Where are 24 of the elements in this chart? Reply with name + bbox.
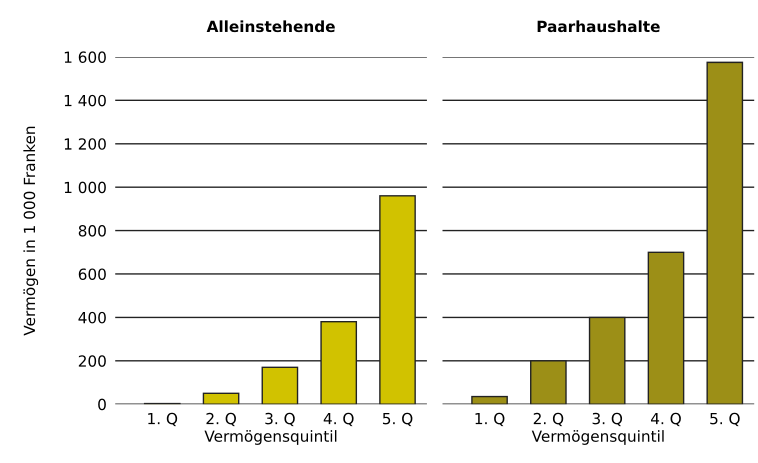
y-tick-label: 0 xyxy=(98,398,106,410)
x-tick-label: 4. Q xyxy=(324,412,354,426)
y-tick-label: 400 xyxy=(78,312,106,324)
x-tick-label: 5. Q xyxy=(710,412,740,426)
y-tick-label: 200 xyxy=(78,355,106,367)
y-tick-label: 1 600 xyxy=(64,51,106,63)
y-tick-label: 800 xyxy=(78,225,106,237)
y-tick-label: 1 400 xyxy=(64,94,106,106)
chart-title: Alleinstehende xyxy=(206,20,335,32)
x-tick-label: 1. Q xyxy=(148,412,178,426)
x-tick-label: 4. Q xyxy=(651,412,681,426)
x-tick-label: 1. Q xyxy=(476,412,504,426)
y-tick-label: 600 xyxy=(78,268,106,280)
y-tick-label: 1 200 xyxy=(64,138,106,150)
x-axis-title: Vermögensquintil xyxy=(204,430,336,445)
chart-title: Paarhaushalte xyxy=(538,20,660,32)
y-tick-label: 1 000 xyxy=(64,182,106,194)
x-tick-label: 3. Q xyxy=(592,412,622,426)
x-tick-label: 5. Q xyxy=(382,412,412,426)
x-axis-title: Vermögensquintil xyxy=(532,430,664,445)
x-tick-label: 2. Q xyxy=(534,412,564,426)
x-tick-label: 3. Q xyxy=(265,412,295,426)
x-tick-label: 2. Q xyxy=(206,412,236,426)
y-axis-title: Vermögen in 1 000 Franken xyxy=(23,126,38,336)
